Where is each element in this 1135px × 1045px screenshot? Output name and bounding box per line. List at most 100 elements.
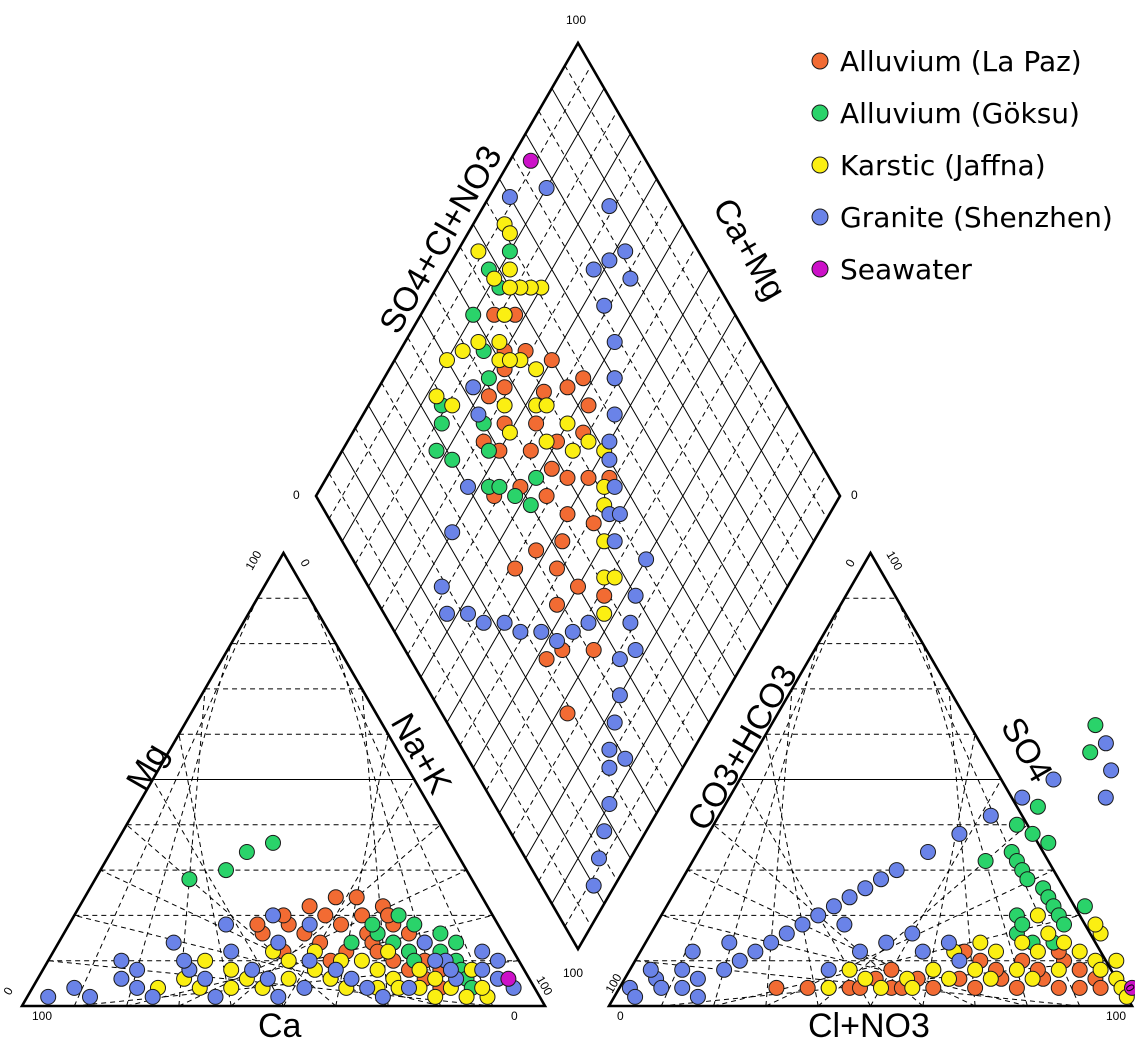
cation-left-label: Mg	[119, 737, 176, 797]
granite-shenzhen-diamond-point-18	[627, 642, 644, 658]
diamond-subgrid-u-7	[512, 155, 775, 610]
alluvium-g-ksu-cation-point-5	[406, 916, 423, 933]
karstic-jaffna-diamond-point-4	[501, 261, 518, 278]
granite-shenzhen-cation-point-26	[176, 952, 193, 969]
karstic-jaffna-diamond-point-31	[428, 388, 445, 405]
alluvium-g-ksu-diamond-point-7	[491, 478, 508, 495]
alluvium-la-paz-anion-point-13	[1071, 979, 1088, 996]
alluvium-g-ksu-anion-point-19	[1014, 916, 1031, 933]
legend: Alluvium (La Paz) Alluvium (Göksu) Karst…	[811, 45, 1113, 286]
granite-shenzhen-anion-point-3	[653, 979, 670, 996]
karstic-jaffna-cation-point-11	[223, 961, 240, 978]
karstic-jaffna-anion-point-5	[967, 961, 984, 978]
alluvium-g-ksu-diamond-point-0	[501, 243, 518, 260]
granite-shenzhen-anion-point-7	[689, 988, 706, 1005]
karstic-jaffna-anion-point-7	[1008, 961, 1025, 978]
diamond-subgrid-v-8	[538, 427, 802, 882]
alluvium-g-ksu-cation-point-3	[181, 871, 198, 888]
karstic-jaffna-cation-point-30	[380, 943, 397, 960]
karstic-jaffna-diamond-point-27	[496, 397, 513, 414]
diamond-subgrid-v-0	[328, 65, 592, 519]
granite-shenzhen-diamond-point-36	[460, 605, 476, 622]
alluvium-la-paz-diamond-point-21	[570, 578, 586, 595]
alluvium-la-paz-diamond-point-24	[585, 642, 602, 658]
cation-grid-a-1	[73, 598, 258, 1007]
granite-shenzhen-anion-point-17	[857, 880, 874, 897]
alluvium-la-paz-cation-point-0	[317, 907, 334, 924]
tick-anion-apex-0: 0	[842, 556, 858, 569]
alluvium-la-paz-diamond-point-13	[559, 469, 576, 486]
granite-shenzhen-diamond-point-6	[606, 334, 623, 350]
diamond-grid-u-9	[551, 88, 815, 542]
alluvium-g-ksu-diamond-point-9	[528, 469, 545, 486]
points-layer	[40, 152, 1135, 1005]
granite-shenzhen-diamond-point-22	[601, 741, 618, 758]
granite-shenzhen-cation-point-18	[129, 979, 146, 996]
tick-diamond-right: 0	[851, 488, 858, 502]
alluvium-g-ksu-diamond-point-5	[480, 442, 497, 459]
granite-shenzhen-anion-point-29	[852, 943, 868, 960]
anion-grid-b-6	[922, 734, 976, 1007]
granite-shenzhen-diamond-point-34	[496, 614, 513, 631]
diamond-subgrid-v-2	[381, 155, 644, 610]
alluvium-g-ksu-anion-point-13	[1076, 898, 1093, 915]
granite-shenzhen-diamond-point-28	[585, 877, 602, 894]
granite-shenzhen-cation-point-21	[66, 979, 83, 996]
alluvium-la-paz-cation-point-2	[333, 916, 349, 933]
karstic-jaffna-diamond-point-9	[496, 306, 513, 323]
granite-shenzhen-cation-point-9	[327, 961, 344, 978]
granite-shenzhen-anion-point-19	[888, 862, 905, 879]
cation-grid-b-7	[361, 688, 389, 1007]
alluvium-g-ksu-cation-point-9	[448, 934, 465, 951]
granite-shenzhen-diamond-point-13	[611, 506, 628, 523]
granite-shenzhen-cation-point-20	[82, 988, 98, 1005]
karstic-jaffna-anion-point-24	[1040, 925, 1057, 942]
granite-shenzhen-anion-point-34	[951, 952, 968, 969]
alluvium-la-paz-diamond-point-16	[549, 560, 565, 577]
anion-grid-b-7	[948, 688, 976, 1007]
alluvium-la-paz-diamond-point-37	[596, 587, 613, 604]
karstic-jaffna-diamond-point-18	[580, 433, 597, 450]
legend-marker-granite-shenzhen	[811, 208, 829, 226]
granite-shenzhen-diamond-point-26	[596, 823, 613, 840]
alluvium-g-ksu-cation-point-19	[343, 934, 360, 951]
granite-shenzhen-anion-point-9	[731, 952, 748, 969]
frame-layer	[19, 40, 1135, 1008]
granite-shenzhen-cation-point-15	[197, 970, 214, 987]
tick-cation-apex-0: 0	[297, 557, 313, 570]
alluvium-la-paz-diamond-point-26	[528, 542, 545, 559]
alluvium-la-paz-cation-point-19	[327, 889, 344, 906]
anion-grid-a-9	[635, 960, 1080, 1007]
granite-shenzhen-cation-point-13	[244, 961, 261, 978]
karstic-jaffna-anion-point-20	[988, 943, 1004, 960]
alluvium-la-paz-diamond-point-22	[549, 596, 565, 613]
granite-shenzhen-anion-point-14	[810, 907, 827, 924]
karstic-jaffna-anion-point-21	[1014, 934, 1031, 951]
granite-shenzhen-cation-point-27	[129, 961, 146, 978]
alluvium-g-ksu-cation-point-7	[432, 925, 449, 942]
granite-shenzhen-diamond-point-4	[585, 261, 602, 278]
granite-shenzhen-diamond-point-5	[596, 297, 613, 314]
alluvium-la-paz-anion-point-28	[768, 979, 785, 996]
alluvium-la-paz-diamond-point-29	[580, 397, 597, 414]
legend-marker-seawater	[811, 260, 829, 278]
alluvium-la-paz-diamond-point-7	[535, 383, 552, 400]
karstic-jaffna-diamond-point-5	[486, 270, 503, 287]
granite-shenzhen-cation-point-24	[270, 934, 287, 951]
granite-shenzhen-anion-point-6	[689, 970, 706, 987]
granite-shenzhen-anion-point-32	[914, 943, 931, 960]
granite-shenzhen-diamond-point-14	[606, 533, 623, 550]
alluvium-g-ksu-anion-point-17	[1082, 744, 1099, 761]
alluvium-la-paz-cation-point-1	[301, 898, 318, 915]
alluvium-la-paz-anion-point-27	[799, 979, 816, 996]
granite-shenzhen-cation-point-36	[165, 934, 182, 951]
granite-shenzhen-diamond-point-40	[460, 478, 476, 495]
diamond-grid-v-8	[525, 405, 789, 859]
granite-shenzhen-diamond-point-33	[512, 623, 529, 640]
anion-grid-b-5	[870, 779, 1002, 1007]
cation-bottom-label: Ca	[258, 1007, 302, 1045]
alluvium-g-ksu-diamond-point-11	[444, 451, 461, 468]
diamond-subgrid-v-7	[512, 382, 775, 837]
alluvium-la-paz-diamond-point-36	[480, 388, 497, 405]
karstic-jaffna-anion-point-14	[1108, 952, 1125, 969]
